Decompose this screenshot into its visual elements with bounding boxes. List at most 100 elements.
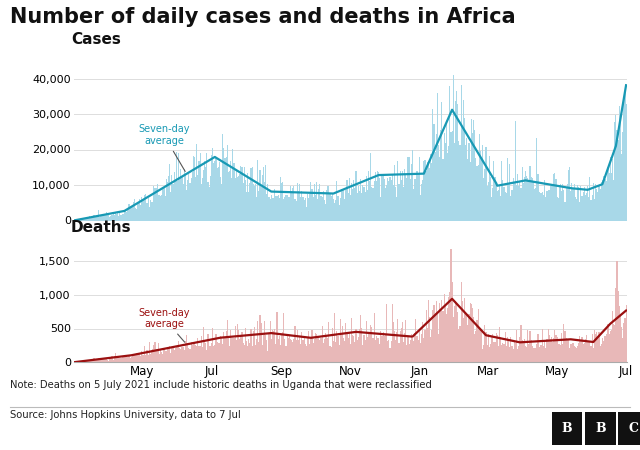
Bar: [621, 328, 622, 362]
Bar: [200, 153, 201, 220]
Bar: [465, 145, 466, 220]
Bar: [200, 346, 201, 362]
Bar: [100, 360, 101, 362]
Bar: [504, 332, 506, 362]
Bar: [323, 343, 324, 362]
Bar: [186, 335, 187, 362]
Bar: [158, 195, 159, 220]
Bar: [330, 346, 331, 362]
Bar: [559, 184, 560, 220]
Bar: [204, 341, 205, 362]
Bar: [305, 344, 306, 362]
Bar: [470, 162, 471, 220]
Bar: [158, 343, 159, 362]
Bar: [167, 349, 168, 362]
Bar: [486, 345, 488, 362]
Bar: [580, 341, 582, 362]
Bar: [593, 183, 594, 220]
Bar: [602, 180, 603, 220]
Bar: [210, 176, 211, 220]
Bar: [440, 130, 442, 220]
Bar: [490, 177, 491, 220]
Bar: [488, 334, 489, 362]
Bar: [135, 208, 136, 220]
Bar: [573, 346, 575, 362]
Bar: [82, 219, 83, 220]
Bar: [401, 180, 402, 220]
Bar: [276, 196, 278, 220]
Bar: [163, 349, 164, 362]
Bar: [489, 156, 490, 220]
Bar: [412, 338, 413, 362]
Bar: [509, 347, 510, 362]
Bar: [589, 342, 591, 362]
Bar: [324, 200, 325, 220]
Bar: [532, 346, 533, 362]
Bar: [498, 346, 499, 362]
Bar: [237, 324, 238, 362]
Bar: [435, 313, 436, 362]
Bar: [303, 336, 305, 362]
Bar: [80, 361, 81, 362]
Bar: [293, 186, 294, 220]
Bar: [259, 315, 260, 362]
Bar: [198, 162, 200, 220]
Bar: [282, 182, 283, 220]
Bar: [471, 119, 472, 220]
Bar: [179, 348, 180, 362]
Bar: [328, 322, 330, 362]
Bar: [204, 162, 205, 220]
Bar: [380, 330, 381, 362]
Bar: [328, 186, 330, 220]
Bar: [458, 329, 460, 362]
Bar: [151, 202, 152, 220]
Bar: [616, 261, 618, 362]
Bar: [515, 121, 516, 220]
Bar: [231, 178, 232, 220]
Bar: [337, 336, 339, 362]
Bar: [185, 342, 186, 362]
Bar: [525, 346, 526, 362]
Bar: [430, 337, 431, 362]
Bar: [527, 178, 529, 220]
Bar: [595, 184, 596, 220]
Bar: [535, 348, 536, 362]
Bar: [201, 184, 202, 220]
Bar: [352, 335, 353, 362]
Bar: [180, 349, 182, 362]
Bar: [334, 203, 335, 220]
Bar: [532, 178, 533, 220]
Bar: [156, 188, 157, 220]
Bar: [239, 339, 240, 362]
Bar: [547, 191, 548, 220]
Bar: [236, 169, 237, 220]
Bar: [95, 217, 97, 220]
Bar: [488, 182, 489, 220]
Bar: [520, 325, 522, 362]
Bar: [367, 190, 368, 220]
Bar: [588, 342, 589, 362]
Bar: [460, 145, 461, 220]
Bar: [296, 201, 297, 220]
Bar: [88, 218, 89, 220]
Bar: [154, 188, 156, 220]
Bar: [536, 138, 538, 220]
Bar: [218, 342, 219, 362]
Bar: [609, 334, 610, 362]
Text: Seven-day
average: Seven-day average: [138, 125, 189, 171]
Bar: [350, 344, 351, 362]
Bar: [229, 346, 230, 362]
Bar: [616, 130, 618, 220]
Bar: [582, 192, 584, 220]
Bar: [237, 177, 238, 220]
Bar: [221, 338, 222, 362]
Bar: [99, 359, 100, 362]
Bar: [301, 332, 302, 362]
Bar: [255, 184, 256, 220]
Bar: [98, 358, 99, 362]
Bar: [388, 339, 389, 362]
Bar: [332, 328, 333, 362]
Bar: [602, 338, 603, 362]
Bar: [93, 215, 95, 220]
Bar: [365, 321, 367, 362]
